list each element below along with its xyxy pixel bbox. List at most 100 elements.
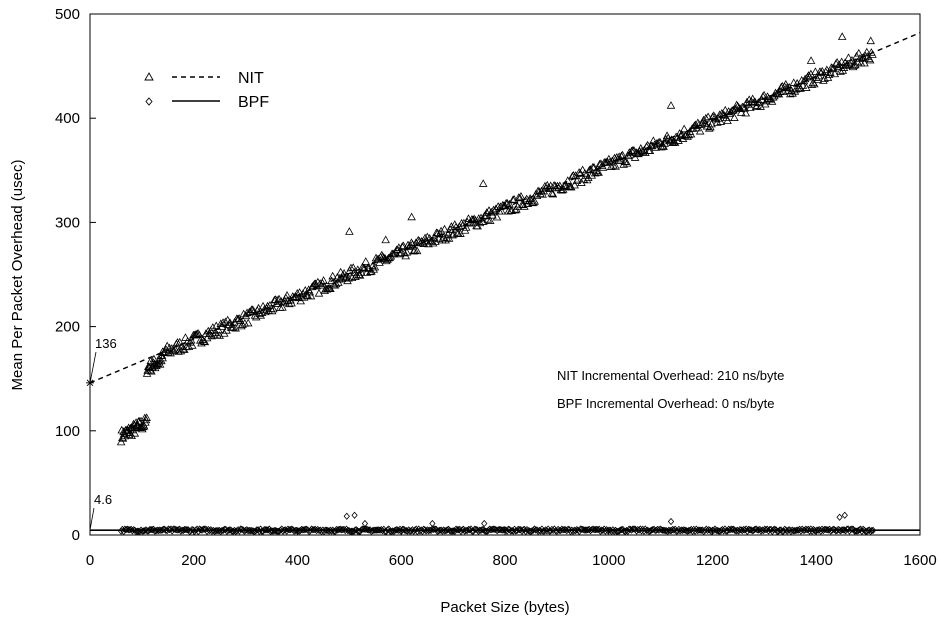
bpf-point [821, 525, 828, 534]
bpf-point [225, 526, 232, 534]
bpf-point [200, 525, 207, 533]
nit-point [594, 168, 603, 176]
bpf-point [246, 526, 253, 534]
nit-point [345, 227, 354, 235]
nit-point [370, 262, 380, 271]
bpf-point [322, 526, 329, 534]
bpf-point [742, 525, 750, 533]
bpf-point [577, 525, 584, 533]
nit-point [313, 277, 323, 286]
annotation-4-6-leader [89, 507, 95, 531]
nit-point [741, 108, 751, 117]
nit-point [273, 295, 283, 304]
nit-point [404, 242, 414, 250]
note-bpf: BPF Incremental Overhead: 0 ns/byte [557, 396, 775, 411]
nit-point [400, 248, 409, 257]
bpf-point [360, 525, 368, 533]
nit-point [285, 299, 294, 308]
nit-point [118, 434, 128, 442]
nit-point [573, 174, 583, 183]
nit-point [660, 139, 670, 147]
bpf-point [515, 525, 522, 533]
x-tick-label: 800 [492, 552, 517, 569]
nit-point [433, 228, 442, 237]
nit-point [269, 304, 278, 313]
nit-point [238, 320, 247, 328]
nit-point [428, 238, 438, 247]
nit-point [570, 180, 579, 189]
bpf-point [472, 525, 480, 533]
nit-point [141, 415, 151, 424]
nit-point [788, 88, 797, 97]
bpf-point [263, 526, 270, 534]
nit-point [809, 79, 819, 88]
nit-point [184, 342, 194, 351]
y-tick-label: 300 [55, 214, 80, 231]
nit-point [354, 270, 364, 278]
nit-point [366, 267, 375, 276]
bpf-point [221, 525, 228, 534]
nit-point [707, 119, 716, 128]
nit-point [381, 235, 390, 244]
bpf-point [327, 526, 334, 534]
nit-point [243, 318, 253, 327]
nit-point [447, 222, 456, 230]
nit-point [563, 176, 573, 184]
legend-bpf-label: BPF [238, 94, 269, 111]
nit-point [504, 206, 513, 215]
nit-point [606, 162, 616, 170]
x-tick-label: 400 [285, 552, 310, 569]
nit-point [408, 239, 417, 248]
nit-point [730, 113, 739, 121]
bpf-point [202, 525, 209, 533]
bpf-point [165, 525, 172, 533]
bpf-point [309, 526, 316, 534]
bpf-point [728, 525, 735, 533]
nit-point [410, 245, 420, 254]
nit-point [208, 323, 218, 331]
nit-point [165, 343, 174, 352]
bpf-point [538, 525, 546, 533]
bpf-point [838, 526, 846, 534]
nit-point [335, 274, 344, 283]
nit-point [440, 224, 449, 233]
bpf-point [198, 526, 206, 534]
nit-point [497, 206, 506, 215]
bpf-point [430, 525, 437, 533]
nit-point [461, 222, 471, 231]
x-tick-label: 0 [86, 552, 94, 569]
nit-point [712, 118, 722, 126]
nit-point [283, 296, 293, 304]
bpf-point [495, 526, 502, 534]
bpf-point [287, 526, 294, 534]
legend: NIT BPF [144, 70, 269, 111]
bpf-point [740, 525, 747, 534]
nit-point [722, 113, 731, 122]
nit-point [431, 237, 440, 245]
nit-point [647, 141, 657, 150]
nit-point [136, 423, 145, 431]
data-points [116, 32, 877, 536]
nit-point [584, 173, 593, 182]
bpf-point [188, 525, 196, 534]
bpf-point [813, 526, 821, 534]
nit-point [720, 105, 730, 114]
nit-point [611, 161, 620, 170]
nit-point [361, 257, 371, 265]
bpf-point [429, 519, 436, 528]
nit-point [731, 104, 740, 113]
bpf-point [770, 526, 777, 534]
y-tick-label: 100 [55, 423, 80, 440]
bpf-point [380, 525, 387, 533]
nit-point [746, 103, 755, 111]
nit-point [516, 192, 526, 200]
bpf-point [648, 526, 655, 534]
nit-point [566, 182, 576, 191]
bpf-point [705, 526, 712, 534]
nit-point [442, 233, 452, 242]
nit-point [609, 160, 618, 169]
bpf-point [257, 525, 264, 533]
bpf-point [362, 525, 369, 533]
nit-point [180, 345, 189, 353]
nit-point [830, 69, 840, 78]
